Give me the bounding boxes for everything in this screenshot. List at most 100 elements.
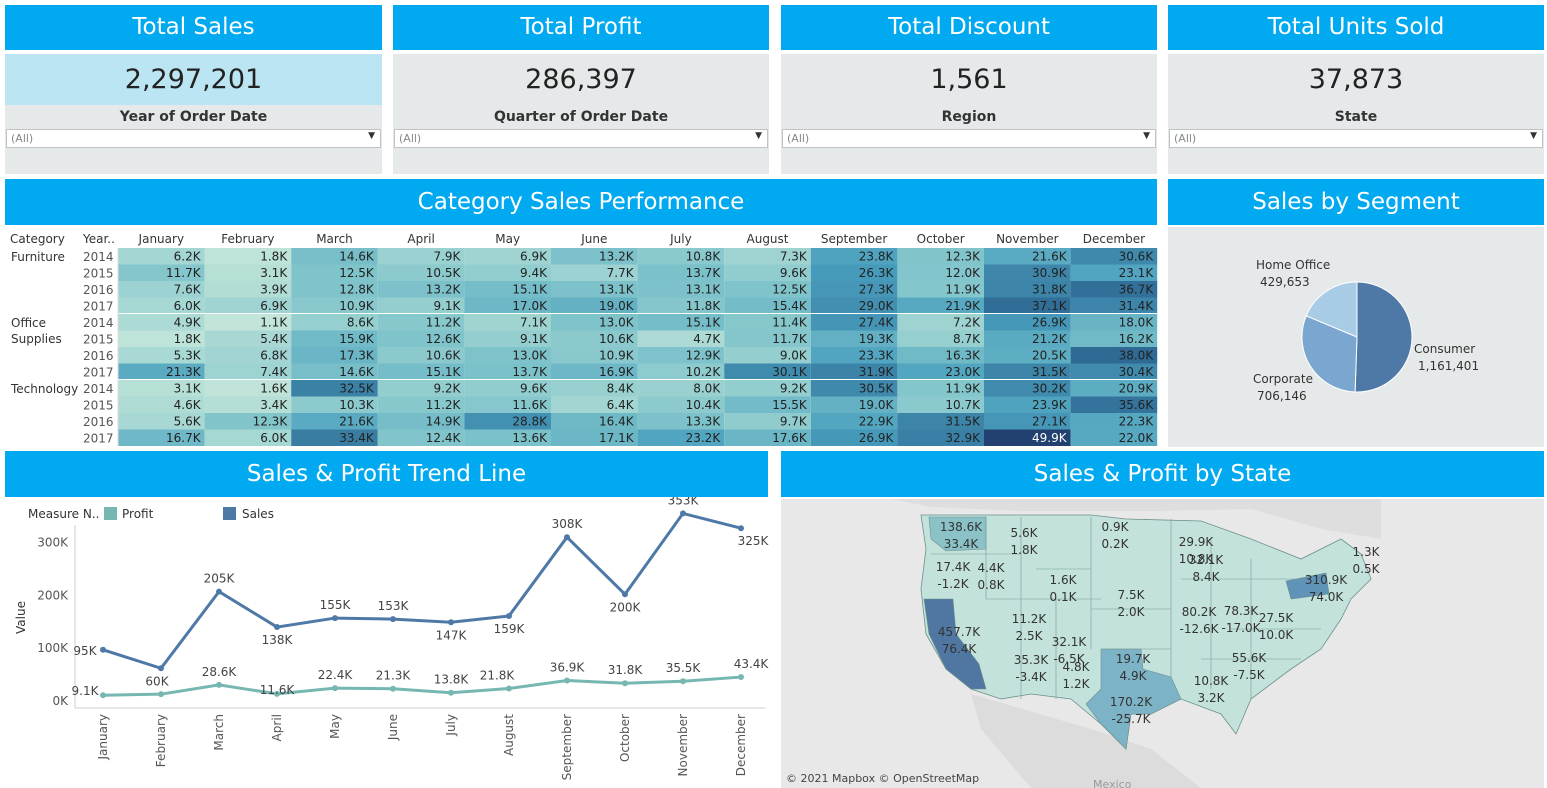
state-sales-label: 10.8K <box>1194 674 1230 688</box>
series-point-profit <box>390 685 396 692</box>
heatmap-cell <box>637 248 725 265</box>
state-profit-label: -3.4K <box>1015 670 1047 684</box>
heatmap-cell <box>1070 347 1158 364</box>
heatmap-cell-value: 32.9K <box>945 431 981 445</box>
filter-dropdown-value: (All) <box>787 132 810 145</box>
series-point-sales <box>680 510 686 517</box>
heatmap-cell <box>1070 248 1158 265</box>
heatmap-cell <box>810 297 898 314</box>
state-sales-label: 55.6K <box>1232 651 1268 665</box>
heatmap-cell <box>291 281 378 298</box>
heatmap-cell-value: 11.9K <box>945 283 981 297</box>
heatmap-cell <box>204 347 292 364</box>
kpi-value-3: 37,873 <box>1308 64 1404 95</box>
heatmap-cell-value: 8.0K <box>693 382 721 396</box>
state-sales-label: 27.5K <box>1259 611 1295 625</box>
x-tick-label: May <box>328 714 342 739</box>
heatmap-cell-value: 30.2K <box>1032 382 1068 396</box>
heatmap-cell-value: 13.0K <box>599 316 635 330</box>
heatmap-cell-value: 12.3K <box>945 250 981 264</box>
heatmap-cell-value: 27.1K <box>1032 415 1068 429</box>
filter-dropdown-0[interactable]: (All) ▼ <box>6 129 381 148</box>
col-header-month: March <box>316 232 353 246</box>
heatmap-cell-value: 13.2K <box>599 250 635 264</box>
filter-dropdown-3[interactable]: (All) ▼ <box>1169 129 1543 148</box>
heatmap-cell-value: 26.9K <box>859 431 895 445</box>
state-sales-label: 32.1K <box>1189 553 1225 567</box>
heatmap-cell <box>464 413 551 430</box>
state-sales-label: 310.9K <box>1305 573 1348 587</box>
pie-label-value: 706,146 <box>1257 389 1307 403</box>
sales-profit-trend-chart: Measure N.. Profit Sales 0K 100K 200K 300K Valu… <box>14 497 770 780</box>
year-label: 2015 <box>83 267 114 281</box>
heatmap-cell <box>724 314 811 331</box>
filter-dropdown-1[interactable]: (All) ▼ <box>394 129 768 148</box>
state-sales-label: 1.6K <box>1050 573 1078 587</box>
sales-data-label: 60K <box>145 674 169 688</box>
legend-swatch-sales <box>223 507 236 520</box>
heatmap-cell <box>984 363 1071 380</box>
filter-label-0: Year of Order Date <box>119 109 268 125</box>
filter-dropdown-2[interactable]: (All) ▼ <box>782 129 1156 148</box>
pie-label-value: 429,653 <box>1260 275 1310 289</box>
state-profit-label: 74.0K <box>1309 590 1345 604</box>
heatmap-cell <box>291 396 378 413</box>
pie-label-name: Consumer <box>1414 342 1475 356</box>
country-label-mexico: Mexico <box>1093 778 1132 788</box>
heatmap-cell <box>810 248 898 265</box>
heatmap-cell-value: 26.9K <box>1032 316 1068 330</box>
heatmap-cell-value: 30.9K <box>1032 266 1068 280</box>
heatmap-cell-value: 5.6K <box>174 415 202 429</box>
heatmap-cell-value: 36.7K <box>1119 283 1155 297</box>
heatmap-cell <box>464 330 551 347</box>
series-point-sales <box>332 615 338 622</box>
heatmap-cell-value: 15.1K <box>426 365 462 379</box>
heatmap-cell-value: 13.3K <box>686 415 722 429</box>
series-point-profit <box>274 690 280 697</box>
heatmap-cell-value: 13.7K <box>686 266 722 280</box>
state-map[interactable]: 138.6K 33.4K 17.4K -1.2K 457.7K 76.4K 5.6K 1.8K… <box>781 499 1544 788</box>
category-label: Office <box>11 316 46 330</box>
col-header-year: Year.. <box>82 232 115 246</box>
series-point-profit <box>448 689 454 696</box>
series-point-sales <box>506 612 512 619</box>
heatmap-cell <box>984 330 1071 347</box>
state-sales-label: 1.3K <box>1353 545 1381 559</box>
heatmap-cell-value: 22.0K <box>1119 431 1155 445</box>
chevron-down-icon: ▼ <box>755 131 762 141</box>
heatmap-cell <box>984 396 1071 413</box>
profit-data-label: 13.8K <box>434 673 470 687</box>
series-point-sales <box>738 525 744 532</box>
kpi-title-0: Total Sales <box>5 5 382 50</box>
heatmap-cell <box>810 314 898 331</box>
heatmap-cell <box>291 297 378 314</box>
heatmap-cell-value: 31.5K <box>1032 365 1068 379</box>
heatmap-cell-value: 23.8K <box>859 250 895 264</box>
heatmap-cell <box>291 429 378 446</box>
mexico-land <box>971 694 1201 788</box>
state-washington <box>928 516 987 552</box>
year-label: 2017 <box>83 432 114 446</box>
heatmap-cell-value: 3.4K <box>260 398 288 412</box>
series-point-sales <box>622 591 628 598</box>
profit-data-label: 35.5K <box>666 661 702 675</box>
segment-pie-chart: Consumer 1,161,401 Corporate 706,146 Home Of… <box>1253 258 1479 403</box>
state-profit-label: -17.0K <box>1222 621 1262 635</box>
category-label: Furniture <box>11 250 65 264</box>
heatmap-cell-value: 16.9K <box>599 365 635 379</box>
pie-label-value: 1,161,401 <box>1418 359 1479 373</box>
state-texas <box>1085 648 1182 750</box>
kpi-title-3: Total Units Sold <box>1168 5 1544 50</box>
heatmap-cell-value: 9.0K <box>780 349 808 363</box>
series-line-profit <box>102 675 742 697</box>
heatmap-cell <box>551 347 638 364</box>
heatmap-cell <box>897 314 984 331</box>
state-sales-label: 0.9K <box>1102 520 1130 534</box>
heatmap-cell <box>464 281 551 298</box>
x-tick-label: March <box>212 714 226 751</box>
year-label: 2015 <box>83 399 114 413</box>
heatmap-cell <box>377 429 465 446</box>
heatmap-cell-value: 13.1K <box>686 283 722 297</box>
x-tick-label: September <box>560 714 574 780</box>
filter-dropdown-value: (All) <box>399 132 422 145</box>
